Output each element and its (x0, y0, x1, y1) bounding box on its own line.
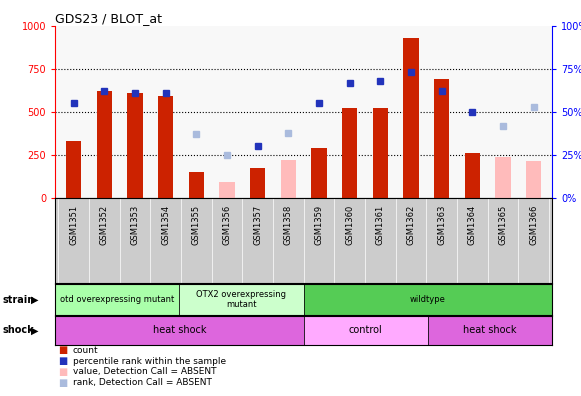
Text: ▶: ▶ (31, 326, 38, 335)
Text: heat shock: heat shock (153, 326, 206, 335)
Text: ▶: ▶ (31, 295, 38, 305)
Bar (180, 284, 303, 315)
Bar (428, 316, 552, 345)
Bar (158, 96, 173, 198)
Text: GSM1363: GSM1363 (437, 205, 446, 245)
Bar (403, 38, 418, 198)
Text: GDS23 / BLOT_at: GDS23 / BLOT_at (55, 11, 162, 25)
Text: OTX2 overexpressing
mutant: OTX2 overexpressing mutant (196, 290, 286, 309)
Bar (495, 157, 511, 198)
Text: otd overexpressing mutant: otd overexpressing mutant (60, 295, 174, 304)
Bar (372, 109, 388, 198)
Bar (434, 79, 449, 198)
Bar (55, 316, 303, 345)
Text: GSM1351: GSM1351 (69, 205, 78, 245)
Bar (55, 284, 180, 315)
Text: ■: ■ (58, 367, 67, 377)
Bar (303, 284, 552, 315)
Bar (127, 93, 142, 198)
Text: GSM1361: GSM1361 (376, 205, 385, 245)
Text: GSM1364: GSM1364 (468, 205, 477, 245)
Bar (465, 153, 480, 198)
Text: GSM1362: GSM1362 (406, 205, 415, 245)
Text: ■: ■ (58, 345, 67, 356)
Text: GSM1356: GSM1356 (223, 205, 231, 245)
Bar (311, 148, 327, 198)
Bar (281, 160, 296, 198)
Text: wildtype: wildtype (410, 295, 446, 304)
Bar (303, 316, 428, 345)
Text: control: control (349, 326, 382, 335)
Text: GSM1352: GSM1352 (100, 205, 109, 245)
Text: strain: strain (3, 295, 35, 305)
Text: rank, Detection Call = ABSENT: rank, Detection Call = ABSENT (73, 378, 211, 387)
Text: percentile rank within the sample: percentile rank within the sample (73, 357, 226, 366)
Text: GSM1365: GSM1365 (498, 205, 507, 245)
Text: GSM1354: GSM1354 (161, 205, 170, 245)
Text: GSM1359: GSM1359 (314, 205, 324, 245)
Text: shock: shock (3, 326, 35, 335)
Text: heat shock: heat shock (463, 326, 517, 335)
Bar (342, 109, 357, 198)
Text: value, Detection Call = ABSENT: value, Detection Call = ABSENT (73, 367, 216, 376)
Text: ■: ■ (58, 377, 67, 388)
Bar (526, 161, 541, 198)
Bar (189, 172, 204, 198)
Text: count: count (73, 346, 98, 355)
Text: GSM1360: GSM1360 (345, 205, 354, 245)
Text: GSM1366: GSM1366 (529, 205, 538, 245)
Bar (219, 183, 235, 198)
Bar (250, 168, 266, 198)
Bar (66, 141, 81, 198)
Bar (96, 91, 112, 198)
Text: GSM1358: GSM1358 (284, 205, 293, 245)
Text: GSM1353: GSM1353 (130, 205, 139, 245)
Text: ■: ■ (58, 356, 67, 366)
Text: GSM1355: GSM1355 (192, 205, 201, 245)
Text: GSM1357: GSM1357 (253, 205, 262, 245)
